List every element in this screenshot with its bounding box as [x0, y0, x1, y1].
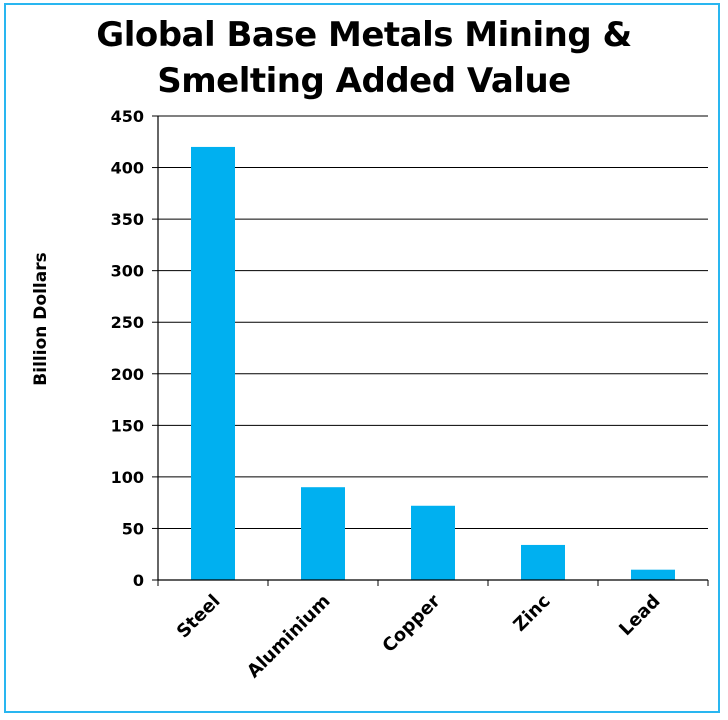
bar-steel — [191, 146, 235, 580]
y-tick-label: 200 — [111, 365, 144, 384]
axes — [152, 115, 709, 586]
chart-frame — [4, 3, 720, 713]
y-tick-label: 0 — [133, 571, 144, 590]
y-tick-label: 50 — [122, 519, 144, 538]
x-tick-label: Copper — [378, 591, 444, 657]
x-tick-labels: Steel Aluminium Copper Zinc Lead — [173, 591, 665, 683]
chart-title: Global Base Metals Mining & Smelting Add… — [96, 15, 632, 101]
y-tick-label: 400 — [111, 159, 144, 178]
bar-copper — [411, 505, 455, 580]
x-tick-label: Lead — [615, 591, 664, 640]
y-tick-label: 350 — [111, 210, 144, 229]
bar-aluminium — [301, 487, 345, 580]
y-tick-label: 100 — [111, 468, 144, 487]
y-tick-labels: 0 50 100 150 200 250 300 350 400 450 — [111, 107, 144, 590]
x-tick-label: Steel — [173, 591, 225, 643]
gridlines — [158, 115, 708, 529]
bar-lead — [631, 569, 675, 580]
y-tick-label: 300 — [111, 262, 144, 281]
x-tick-label: Zinc — [509, 591, 554, 636]
y-tick-label: 250 — [111, 313, 144, 332]
bars — [191, 146, 675, 580]
y-axis-label: Billion Dollars — [31, 252, 51, 385]
y-tick-label: 150 — [111, 416, 144, 435]
bar-zinc — [521, 544, 565, 580]
x-tick-label: Aluminium — [243, 591, 335, 683]
y-tick-label: 450 — [111, 107, 144, 126]
